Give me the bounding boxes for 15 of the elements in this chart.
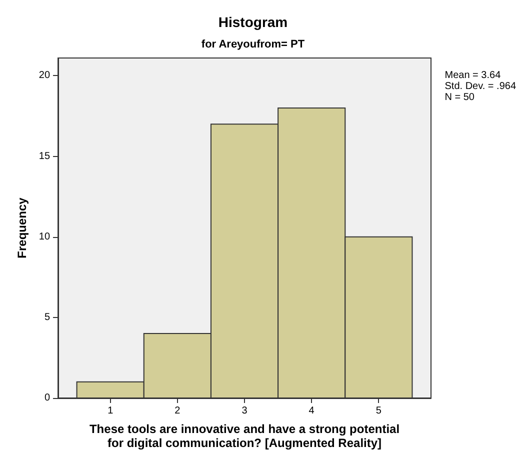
x-tick-label: 5: [376, 406, 382, 416]
y-tick-label: 15: [38, 150, 50, 162]
x-tick-label: 4: [308, 406, 315, 416]
y-tick-label: 20: [38, 70, 50, 82]
x-tick-label: 2: [174, 406, 181, 416]
x-tick-label: 3: [242, 406, 248, 416]
y-tick-label: 0: [44, 392, 50, 404]
x-axis-title: These tools are innovative and have a strong potential for digital communication? [Augmented Reality]: [89, 422, 400, 450]
chart-subtitle: for Areyoufrom= PT: [201, 38, 305, 50]
y-tick-label: 10: [38, 231, 50, 242]
y-axis-title: Frequency: [15, 197, 29, 258]
x-tick-label: 1: [108, 406, 114, 416]
y-tick-label: 5: [44, 312, 50, 323]
text: Mean = 3.64 Std. Dev. = .964 N = 50: [444, 70, 516, 103]
chart-title: Histogram: [218, 14, 288, 30]
